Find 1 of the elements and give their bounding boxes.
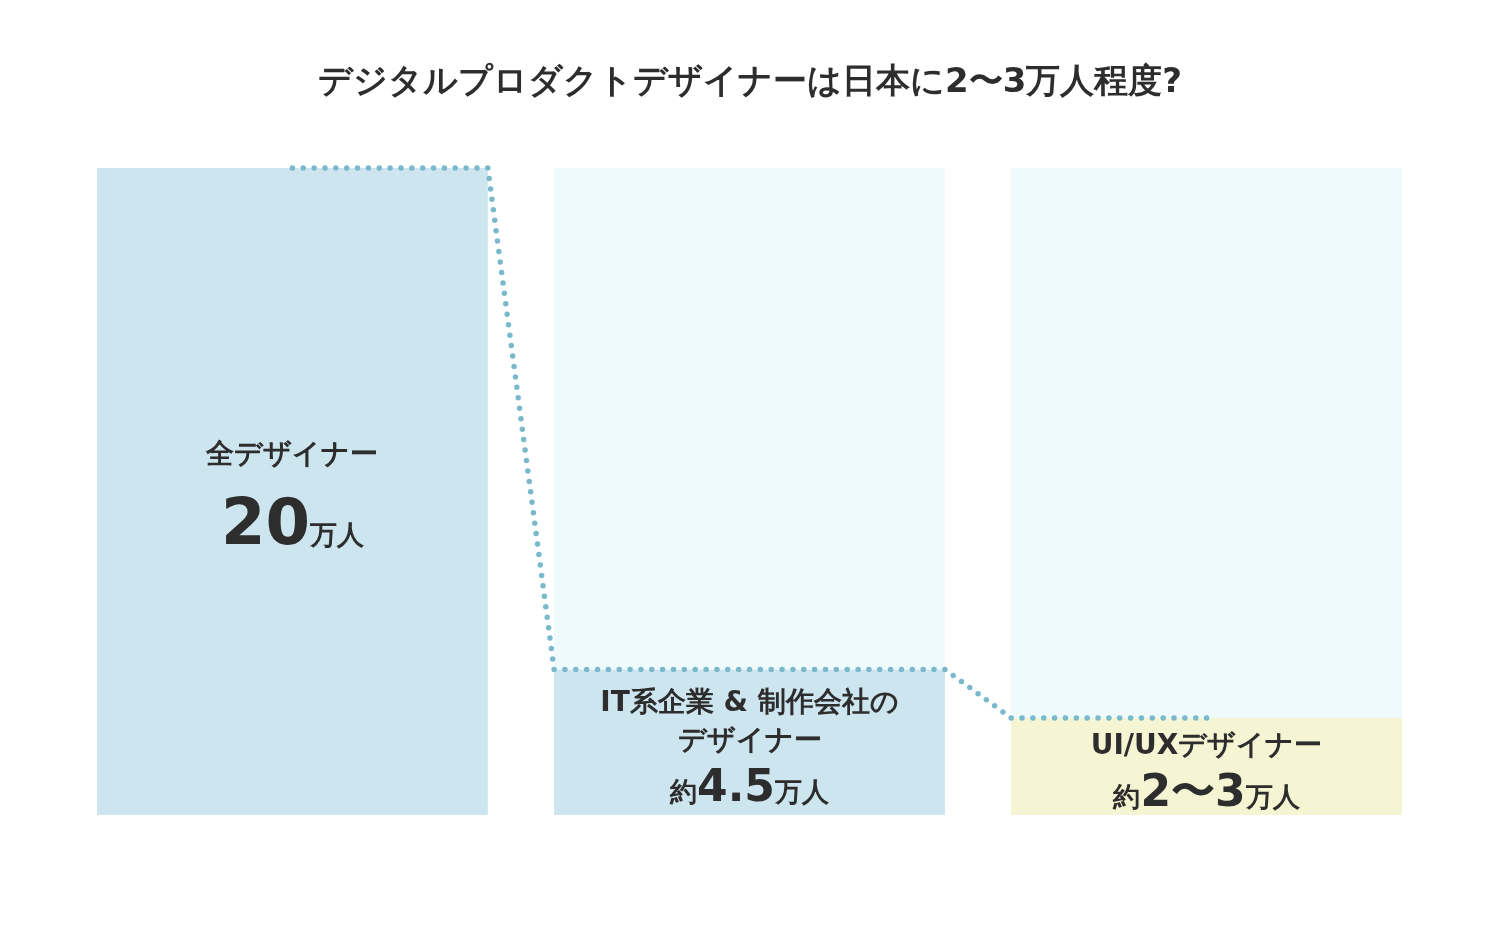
title: デジタルプロダクトデザイナーは日本に2〜3万人程度? — [318, 60, 1182, 100]
